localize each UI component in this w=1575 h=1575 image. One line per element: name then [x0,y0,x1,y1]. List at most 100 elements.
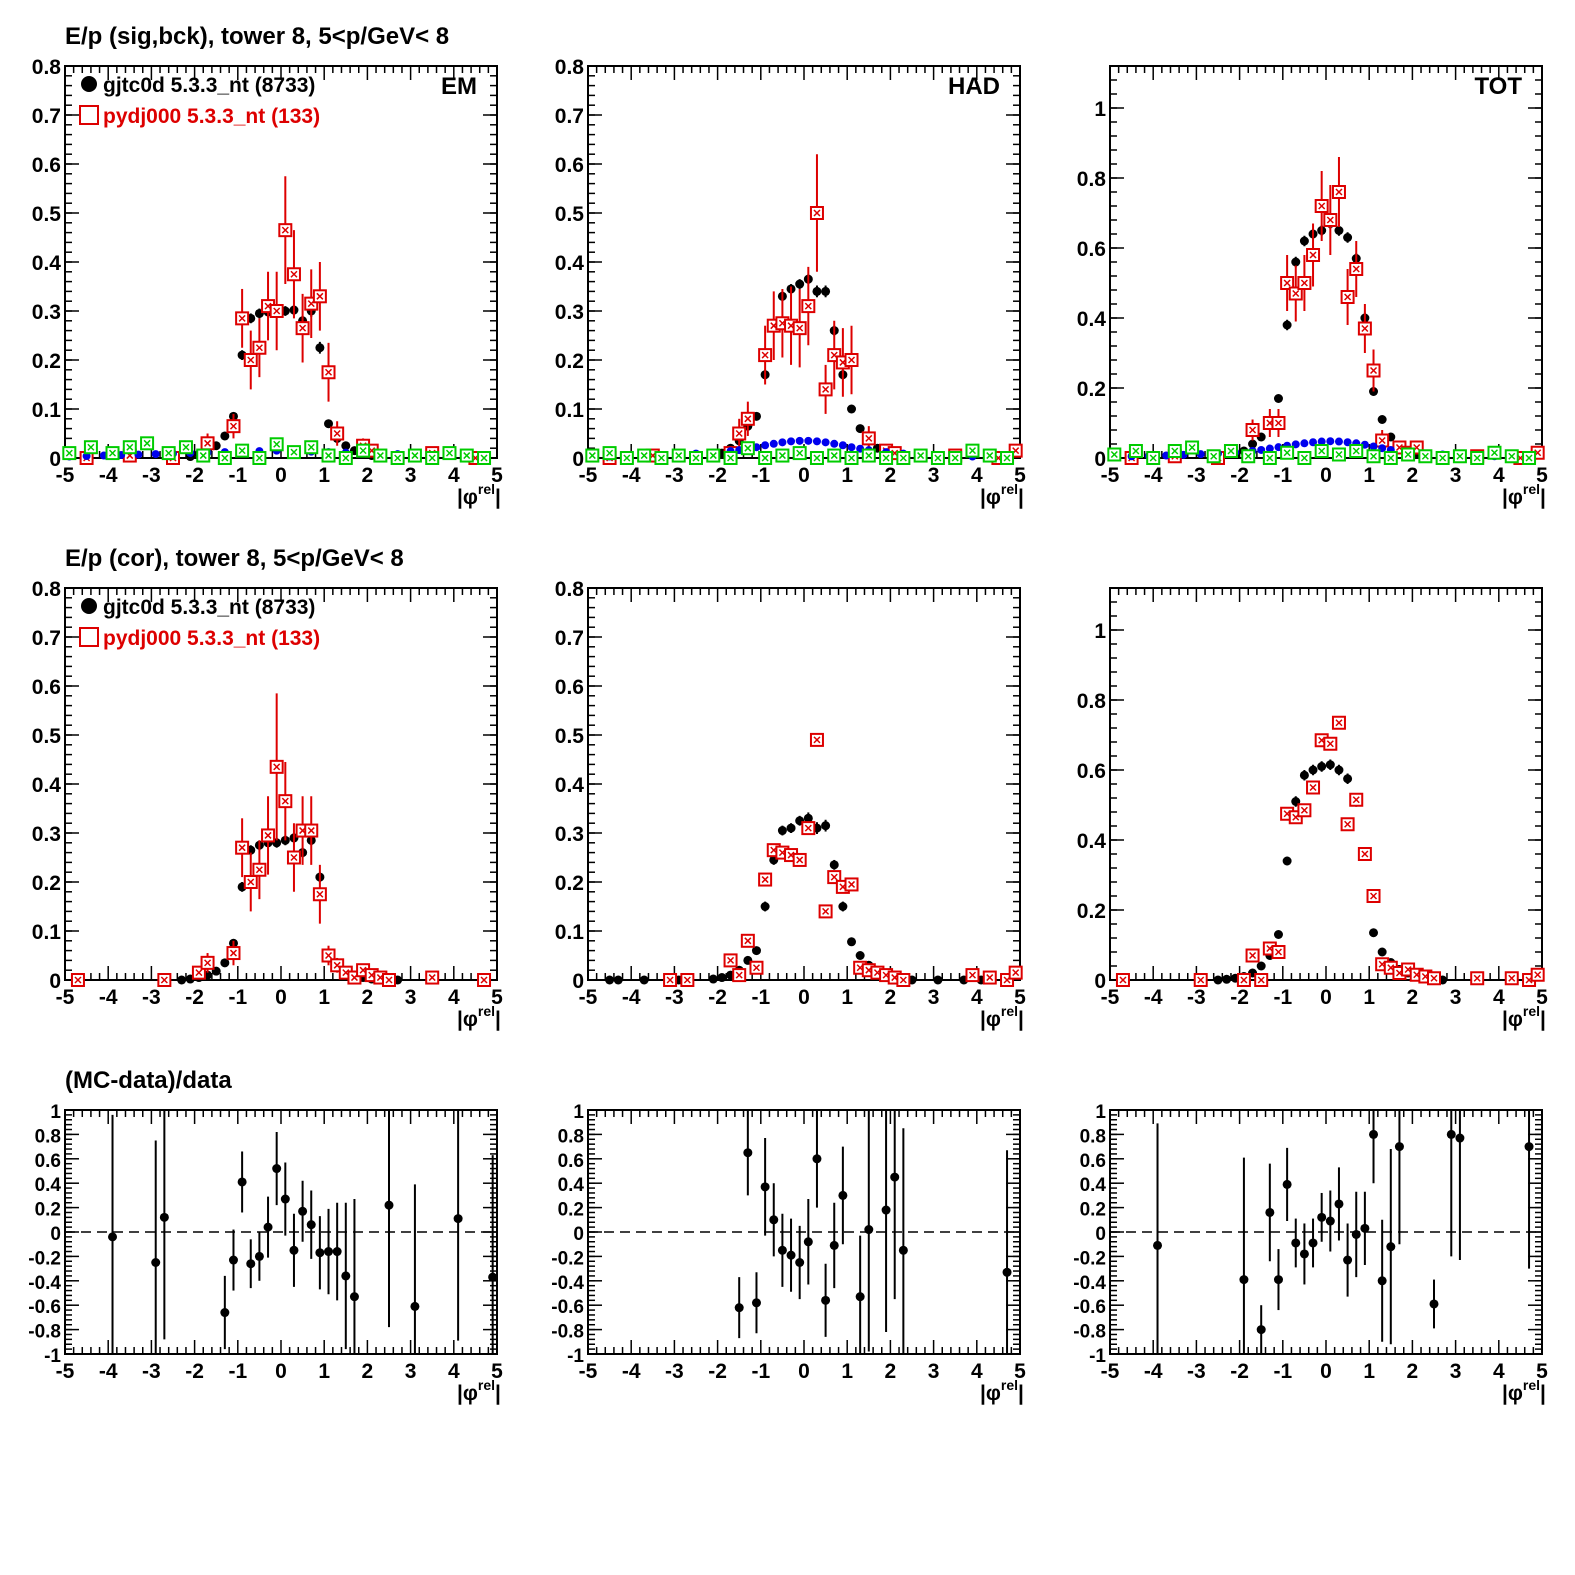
x-axis-label-main: |φ [980,486,1001,509]
mc-point-cross [830,351,838,359]
mc-point-cross [463,452,471,460]
x-tick-label: 2 [885,1360,897,1383]
mc-point-cross [1395,443,1403,452]
y-tick-label: 0.6 [555,676,584,699]
legend-label: gjtc0d 5.3.3_nt (8733) [103,596,315,619]
data-point [1299,236,1309,246]
x-tick-label: -3 [142,464,161,487]
y-tick-label: 0.7 [555,627,584,650]
mc-point-cross [1012,969,1020,977]
data-point [1386,1242,1396,1252]
row-title-ratio: (MC-data)/data [65,1067,232,1094]
mc-point-cross [1490,449,1499,457]
y-tick-label: -0.6 [28,1297,61,1318]
x-tick-label: 2 [362,464,374,487]
mc-point-cross [727,956,735,964]
mc-point-cross [143,439,151,447]
x-axis-label-tail: | [1540,486,1546,509]
x-axis-label-superscript: rel [478,481,495,497]
y-tick-label: 0.6 [555,154,584,177]
mc-point-cross [1508,974,1516,982]
mc-point-cross [204,959,212,967]
mc-point-cross [290,270,298,278]
y-tick-label: 0.5 [32,725,62,748]
y-tick-label: 0.6 [558,1151,584,1172]
y-tick-label: 0.2 [1077,378,1106,401]
panel-ratio-em: -1 -0.8 -0.6 -0.4 -0.2 0 0.2 0.4 0.6 0.8 1 -5 -4 -3 -2… [28,1102,503,1405]
y-tick-label: 0.8 [1080,1126,1106,1147]
y-tick-label: 1 [1094,98,1106,121]
background-point [847,443,856,452]
mc-point-cross [744,415,752,423]
data-point [1282,320,1292,330]
x-tick-label: 3 [928,986,940,1009]
x-axis-label-main: |φ [1502,486,1523,509]
y-tick-label: 0 [49,448,61,471]
data-point [1369,928,1379,938]
mc-point-cross [1473,974,1481,982]
mc-point-cross [1439,454,1447,462]
data-point [1369,1129,1379,1139]
x-tick-label: 4 [448,986,460,1009]
mc-point-cross [761,876,769,884]
mc-point-cross [247,878,255,886]
y-tick-label: 0.2 [1077,900,1106,923]
x-axis-label-superscript: rel [1001,1003,1018,1019]
x-tick-label: 0 [1320,986,1332,1009]
mc-point-cross [761,454,769,462]
y-tick-label: 0 [573,1224,584,1245]
mc-point-cross [1421,452,1429,460]
data-point [263,1222,273,1232]
data-point [298,1206,308,1216]
panel-title: TOT [1474,73,1522,100]
mc-point-cross [951,454,959,462]
data-point [1455,1133,1465,1143]
x-tick-label: 5 [491,1360,503,1383]
x-tick-label: -2 [708,464,727,487]
background-point [151,450,160,459]
row-title-corrected: E/p (cor), tower 8, 5<p/GeV< 8 [65,545,404,572]
mc-point-cross [247,356,255,364]
data-point [246,1259,256,1269]
data-point [289,1245,299,1255]
data-point [384,1200,394,1210]
mc-point-cross [899,976,907,984]
x-axis-label-superscript: rel [478,1377,495,1393]
mc-point-cross [1361,850,1369,858]
mc-point-cross [1003,454,1011,462]
data-point [1282,856,1292,866]
y-tick-label: -0.2 [1073,1248,1106,1269]
y-tick-label: 0.4 [1077,830,1107,853]
y-tick-label: 0.8 [1077,168,1107,191]
legend-label: pydj000 5.3.3_nt (133) [103,627,320,650]
panel-cor-had: 0 0.1 0.2 0.3 0.4 0.5 0.6 0.7 0.8 -5 -4 -3 -2 -1 0 1 2 3 4… [555,578,1026,1031]
mc-point-cross [1404,450,1412,459]
row-title-signal-background: E/p (sig,bck), tower 8, 5<p/GeV< 8 [65,23,449,50]
y-tick-label: 0 [572,448,584,471]
data-point [1273,394,1283,403]
data-point [1308,765,1318,775]
mc-point-cross [1508,452,1516,460]
mc-point-cross [1309,251,1317,259]
x-tick-label: -4 [1144,464,1163,487]
x-tick-label: -4 [622,464,641,487]
x-tick-label: -5 [579,464,598,487]
x-tick-label: 2 [362,986,374,1009]
data-point [751,946,761,956]
background-point [838,441,847,450]
x-tick-label: -2 [1230,464,1249,487]
data-point [1299,1249,1309,1259]
y-tick-label: 0.1 [32,399,62,422]
x-tick-label: 5 [1536,986,1548,1009]
x-tick-label: -5 [579,986,598,1009]
y-tick-label: 0.4 [35,1175,62,1196]
data-point [349,1292,359,1302]
x-tick-label: -5 [56,986,75,1009]
mc-point-cross [657,454,665,462]
data-point [254,1251,264,1261]
y-tick-label: 0 [49,970,61,993]
data-point [933,975,943,985]
x-axis-label-main: |φ [980,1382,1001,1405]
y-tick-label: 0.3 [555,823,584,846]
x-tick-label: 4 [448,1360,460,1383]
